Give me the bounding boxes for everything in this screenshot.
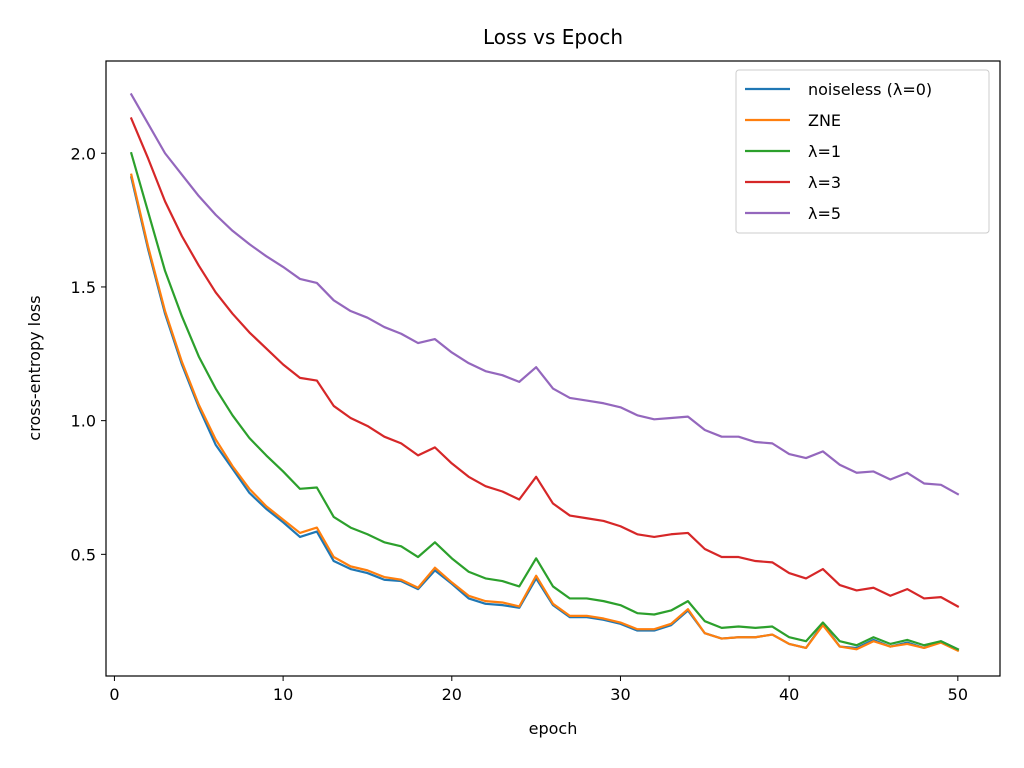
legend-label-0: noiseless (λ=0): [808, 80, 932, 99]
plot-frame: [105, 60, 1001, 677]
x-tick-label-0: 0: [109, 685, 119, 704]
x-axis-label: epoch: [529, 719, 578, 738]
legend-label-2: λ=1: [808, 142, 841, 161]
x-tick-label-1: 10: [273, 685, 293, 704]
x-axis: 0 10 20 30 40 50: [109, 676, 968, 704]
x-tick-label-2: 20: [442, 685, 462, 704]
x-tick-label-4: 40: [779, 685, 799, 704]
y-axis-label: cross-entropy loss: [25, 295, 44, 440]
legend-label-4: λ=5: [808, 204, 841, 223]
y-tick-label-2: 1.5: [71, 278, 96, 297]
chart-title: Loss vs Epoch: [483, 25, 623, 49]
x-tick-label-3: 30: [610, 685, 630, 704]
series-line-3: [129, 117, 960, 608]
y-tick-label-0: 0.5: [71, 545, 96, 564]
y-tick-label-1: 1.0: [71, 412, 96, 431]
series-layer: [129, 92, 960, 653]
series-line-1: [129, 173, 960, 653]
y-tick-label-3: 2.0: [71, 144, 96, 163]
series-line-2: [129, 151, 960, 651]
legend-box: [735, 69, 990, 234]
x-tick-label-5: 50: [948, 685, 968, 704]
y-axis: 0.5 1.0 1.5 2.0: [71, 144, 106, 564]
legend-label-3: λ=3: [808, 173, 841, 192]
legend-label-1: ZNE: [808, 111, 841, 130]
series-line-4: [129, 92, 960, 496]
legend: noiseless (λ=0) ZNE λ=1 λ=3 λ=5: [735, 69, 990, 234]
